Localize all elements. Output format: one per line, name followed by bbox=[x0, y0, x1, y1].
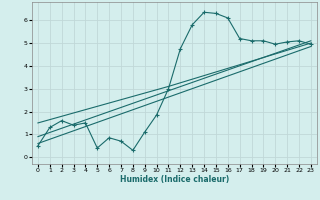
X-axis label: Humidex (Indice chaleur): Humidex (Indice chaleur) bbox=[120, 175, 229, 184]
